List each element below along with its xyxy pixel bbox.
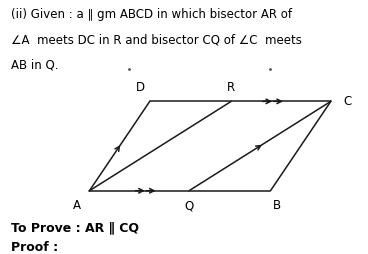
Text: B: B <box>272 199 280 212</box>
Text: ∠A  meets DC in R and bisector CQ of ∠C  meets: ∠A meets DC in R and bisector CQ of ∠C m… <box>11 33 302 46</box>
Text: C: C <box>343 95 351 108</box>
Text: R: R <box>227 81 235 94</box>
Text: Q: Q <box>184 199 194 212</box>
Text: To Prove : AR ∥ CQ: To Prove : AR ∥ CQ <box>11 221 139 234</box>
Text: D: D <box>136 81 145 94</box>
Text: (ii) Given : a ∥ gm ABCD in which bisector AR of: (ii) Given : a ∥ gm ABCD in which bisect… <box>11 8 292 21</box>
Text: AB in Q.: AB in Q. <box>11 58 59 71</box>
Text: Proof :: Proof : <box>11 241 58 254</box>
Text: A: A <box>73 199 81 212</box>
